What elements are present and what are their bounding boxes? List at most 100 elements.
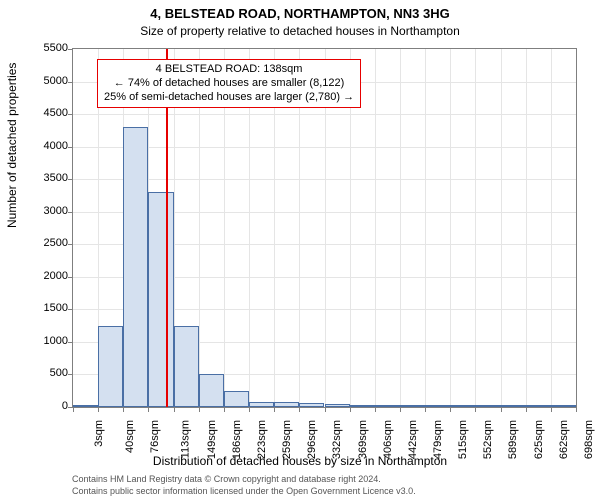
x-tick-mark: [375, 407, 376, 412]
x-tick-label: 625sqm: [533, 420, 545, 459]
histogram-bar: [400, 405, 425, 407]
x-tick-label: 552sqm: [482, 420, 494, 459]
x-tick-label: 149sqm: [206, 420, 218, 459]
histogram-bar: [551, 405, 576, 407]
histogram-bar: [526, 405, 551, 407]
y-tick-mark: [68, 114, 73, 115]
x-tick-label: 698sqm: [583, 420, 595, 459]
x-tick-mark: [224, 407, 225, 412]
x-tick-label: 296sqm: [306, 420, 318, 459]
x-tick-label: 479sqm: [432, 420, 444, 459]
y-tick-label: 5000: [28, 75, 68, 87]
y-tick-label: 2500: [28, 237, 68, 249]
y-tick-mark: [68, 147, 73, 148]
y-tick-label: 5500: [28, 42, 68, 54]
x-tick-mark: [98, 407, 99, 412]
x-tick-mark: [400, 407, 401, 412]
x-tick-label: 113sqm: [180, 420, 192, 458]
x-tick-mark: [551, 407, 552, 412]
gridline-vertical: [375, 49, 376, 407]
y-tick-label: 2000: [28, 270, 68, 282]
histogram-bar: [274, 402, 299, 407]
plot-area: 4 BELSTEAD ROAD: 138sqm← 74% of detached…: [72, 48, 577, 408]
histogram-bar: [73, 405, 98, 407]
histogram-bar: [475, 405, 500, 407]
x-tick-mark: [199, 407, 200, 412]
x-tick-label: 259sqm: [281, 420, 293, 459]
x-tick-mark: [174, 407, 175, 412]
x-tick-label: 662sqm: [558, 420, 570, 459]
y-tick-label: 0: [28, 400, 68, 412]
chart-subtitle: Size of property relative to detached ho…: [0, 24, 600, 38]
y-tick-label: 3000: [28, 205, 68, 217]
x-tick-mark: [501, 407, 502, 412]
x-tick-label: 369sqm: [357, 420, 369, 459]
gridline-vertical: [501, 49, 502, 407]
y-tick-label: 4500: [28, 107, 68, 119]
x-tick-mark: [148, 407, 149, 412]
x-tick-mark: [249, 407, 250, 412]
y-tick-mark: [68, 49, 73, 50]
histogram-bar: [425, 405, 450, 407]
y-tick-mark: [68, 179, 73, 180]
y-tick-mark: [68, 212, 73, 213]
x-tick-mark: [576, 407, 577, 412]
chart-title-address: 4, BELSTEAD ROAD, NORTHAMPTON, NN3 3HG: [0, 6, 600, 21]
gridline-vertical: [475, 49, 476, 407]
y-tick-mark: [68, 309, 73, 310]
x-tick-label: 332sqm: [331, 420, 343, 459]
annotation-line-larger: 25% of semi-detached houses are larger (…: [104, 91, 354, 105]
x-tick-label: 223sqm: [256, 420, 268, 459]
histogram-bar: [98, 326, 123, 407]
x-tick-mark: [475, 407, 476, 412]
x-tick-mark: [350, 407, 351, 412]
x-tick-label: 3sqm: [93, 420, 105, 447]
x-tick-mark: [325, 407, 326, 412]
histogram-bar: [325, 404, 350, 407]
x-tick-label: 515sqm: [457, 420, 469, 459]
x-tick-mark: [274, 407, 275, 412]
histogram-bar: [174, 326, 199, 407]
footer-copyright-2: Contains public sector information licen…: [72, 486, 577, 497]
histogram-bar: [199, 374, 224, 407]
gridline-vertical: [400, 49, 401, 407]
y-tick-label: 4000: [28, 140, 68, 152]
y-tick-mark: [68, 374, 73, 375]
gridline-vertical: [425, 49, 426, 407]
x-tick-mark: [123, 407, 124, 412]
y-tick-label: 1000: [28, 335, 68, 347]
x-tick-label: 76sqm: [149, 420, 161, 453]
x-tick-mark: [526, 407, 527, 412]
histogram-bar: [375, 405, 400, 407]
annotation-line-property: 4 BELSTEAD ROAD: 138sqm: [104, 63, 354, 77]
x-tick-mark: [299, 407, 300, 412]
x-tick-label: 442sqm: [407, 420, 419, 459]
footer-copyright-1: Contains HM Land Registry data © Crown c…: [72, 474, 577, 485]
annotation-line-smaller: ← 74% of detached houses are smaller (8,…: [104, 77, 354, 91]
y-tick-mark: [68, 244, 73, 245]
y-tick-mark: [68, 277, 73, 278]
x-tick-label: 186sqm: [231, 420, 243, 459]
x-tick-label: 40sqm: [124, 420, 136, 453]
histogram-bar: [123, 127, 148, 407]
y-tick-mark: [68, 82, 73, 83]
gridline-vertical: [526, 49, 527, 407]
gridline-vertical: [551, 49, 552, 407]
x-tick-mark: [425, 407, 426, 412]
histogram-bar: [224, 391, 249, 407]
gridline-vertical: [450, 49, 451, 407]
x-tick-mark: [73, 407, 74, 412]
y-tick-mark: [68, 342, 73, 343]
annotation-box: 4 BELSTEAD ROAD: 138sqm← 74% of detached…: [97, 59, 361, 108]
histogram-bar: [501, 405, 526, 407]
histogram-bar: [350, 405, 375, 407]
y-tick-label: 500: [28, 367, 68, 379]
x-tick-label: 406sqm: [382, 420, 394, 459]
chart-container: 4, BELSTEAD ROAD, NORTHAMPTON, NN3 3HG S…: [0, 0, 600, 500]
histogram-bar: [249, 402, 274, 407]
x-tick-mark: [450, 407, 451, 412]
y-tick-label: 1500: [28, 302, 68, 314]
histogram-bar: [148, 192, 173, 407]
histogram-bar: [450, 405, 475, 407]
y-axis-title: Number of detached properties: [5, 63, 19, 228]
